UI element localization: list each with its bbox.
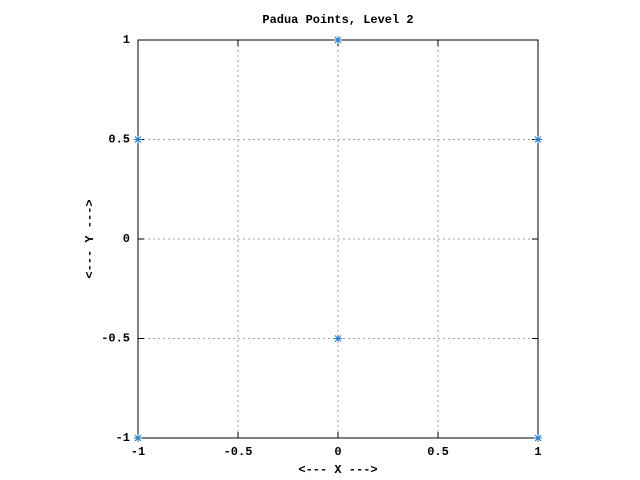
point (134, 135, 142, 144)
x-tick-label: 0.5 (427, 445, 449, 459)
chart-title: Padua Points, Level 2 (262, 13, 413, 27)
point (534, 434, 542, 442)
y-tick-label: -1 (116, 431, 130, 445)
x-tick-label: -1 (131, 445, 145, 459)
point (334, 36, 342, 44)
point (534, 135, 542, 144)
x-tick-label: 1 (534, 445, 541, 459)
point (334, 334, 342, 343)
y-tick-label: 0.5 (108, 133, 130, 147)
x-tick-label: -0.5 (224, 445, 253, 459)
y-tick-label: -0.5 (101, 332, 130, 346)
y-tick-label: 1 (123, 33, 130, 47)
point (134, 434, 142, 442)
y-axis-label: <--- Y ---> (83, 199, 97, 278)
y-tick-label: 0 (123, 232, 130, 246)
x-tick-label: 0 (334, 445, 341, 459)
x-axis-label: <--- X ---> (298, 463, 377, 477)
